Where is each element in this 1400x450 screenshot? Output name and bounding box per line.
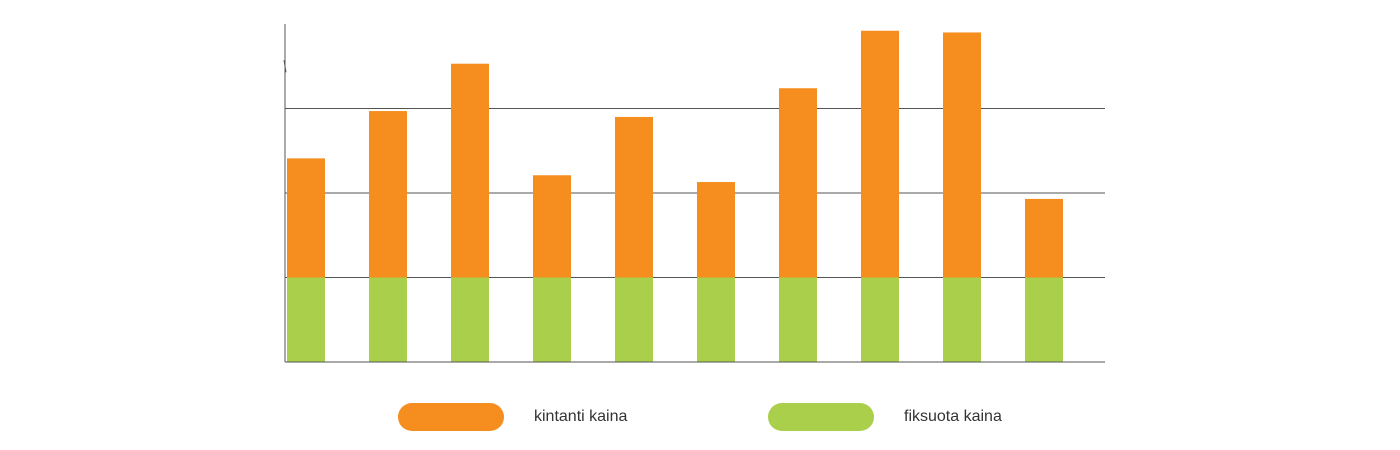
bar-variable-2 bbox=[369, 111, 407, 278]
bar-variable-3 bbox=[451, 63, 489, 278]
legend-item-fixed-price: fiksuota kaina bbox=[768, 403, 1002, 431]
bar-fixed-4 bbox=[533, 277, 571, 362]
bar-fixed-2 bbox=[369, 277, 407, 362]
bar-fixed-5 bbox=[615, 277, 653, 362]
y-axis-tick bbox=[283, 60, 287, 73]
bar-fixed-6 bbox=[697, 277, 735, 362]
bar-variable-6 bbox=[697, 182, 735, 278]
bar-fixed-7 bbox=[779, 277, 817, 362]
bar-variable-9 bbox=[943, 32, 981, 278]
bar-fixed-10 bbox=[1025, 277, 1063, 362]
bars bbox=[287, 30, 1063, 362]
legend-swatch-orange bbox=[398, 403, 504, 431]
bar-variable-5 bbox=[615, 116, 653, 278]
bar-fixed-9 bbox=[943, 277, 981, 362]
legend-label: kintanti kaina bbox=[534, 408, 628, 425]
bar-variable-1 bbox=[287, 158, 325, 278]
bar-variable-8 bbox=[861, 30, 899, 278]
legend-item-variable-price: kintanti kaina bbox=[398, 403, 627, 431]
legend-label: fiksuota kaina bbox=[904, 408, 1002, 425]
bar-fixed-1 bbox=[287, 277, 325, 362]
axes bbox=[283, 24, 1105, 363]
legend-swatch-green bbox=[768, 403, 874, 431]
bar-fixed-3 bbox=[451, 277, 489, 362]
bar-variable-4 bbox=[533, 175, 571, 278]
bar-fixed-8 bbox=[861, 277, 899, 362]
bar-variable-7 bbox=[779, 88, 817, 278]
gridlines bbox=[285, 108, 1105, 278]
bar-variable-10 bbox=[1025, 198, 1063, 278]
